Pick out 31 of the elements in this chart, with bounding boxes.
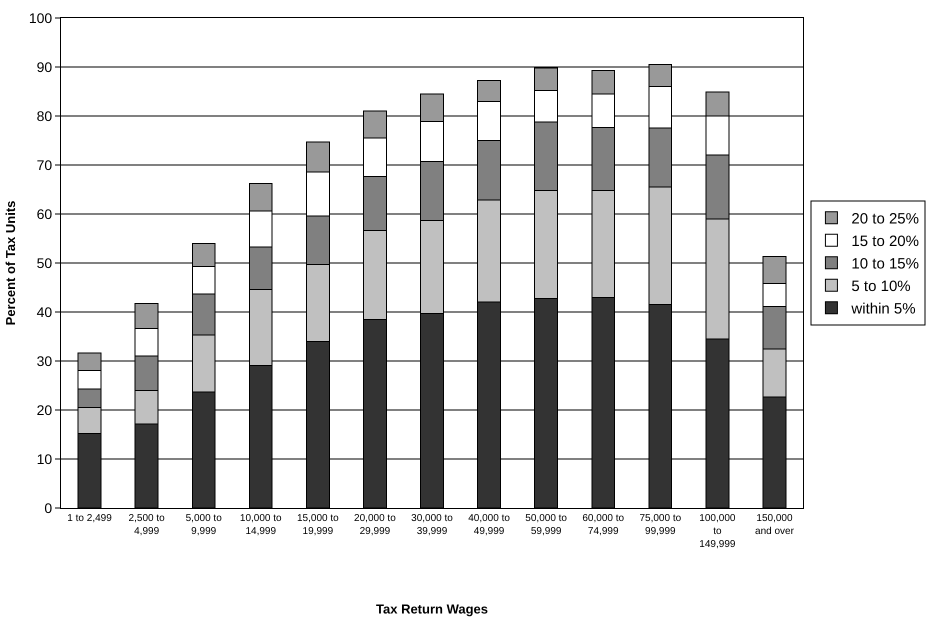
x-tick-label: 10,000 to 14,999 [240,513,282,537]
x-tick-label: 2,500 to 4,999 [128,513,166,537]
y-tick-label: 70 [36,156,52,173]
x-tick-label: 150,000 and over [755,513,795,537]
y-axis-title: Percent of Tax Units [2,200,18,326]
y-tick-label: 0 [44,500,52,516]
y-tick-label: 90 [36,58,52,75]
legend-label: 10 to 15% [851,256,919,273]
x-tick-label: 30,000 to 39,999 [411,513,454,537]
legend-label: 20 to 25% [851,210,919,228]
y-tick-label: 30 [36,352,52,369]
y-tick-label: 20 [36,402,52,418]
y-tick-label: 60 [36,206,52,222]
x-tick-label: 20,000 to 29,999 [354,513,396,537]
y-tick-label: 80 [36,108,52,124]
legend-label: 15 to 20% [851,233,919,250]
x-tick-label: 1 to 2,499 [67,513,112,524]
y-tick-label: 100 [28,10,52,26]
y-tick-label: 40 [36,304,52,320]
x-tick-label: 15,000 to 19,999 [296,513,340,537]
y-tick-label: 10 [36,450,52,467]
x-tick-label: 60,000 to 74,999 [582,513,625,537]
x-tick-label: 100,000 to 149,999 [699,513,736,550]
x-tick-label: 75,000 to 99,999 [639,513,682,537]
x-tick-label: 50,000 to 59,999 [525,513,568,537]
x-axis-title: Tax Return Wages [376,602,488,617]
legend-label: within 5% [850,300,916,318]
x-tick-label: 40,000 to 49,999 [468,513,510,537]
legend-label: 5 to 10% [851,278,911,296]
y-tick-label: 50 [36,254,52,271]
x-tick-label: 5,000 to 9,999 [186,513,222,537]
